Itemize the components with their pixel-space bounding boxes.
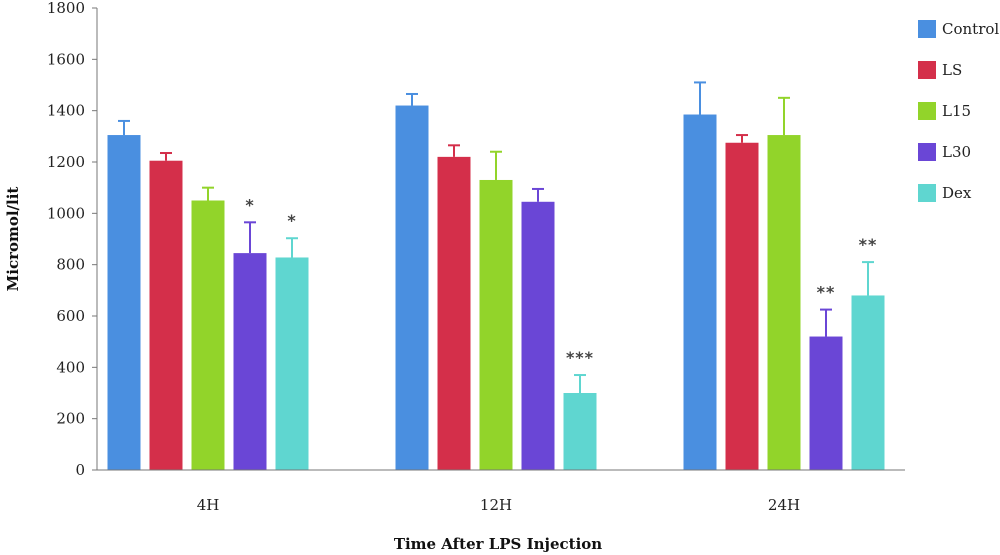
significance-marker: ** <box>859 235 878 254</box>
legend: Control LS L15 L30 Dex <box>918 20 999 202</box>
bars-layer <box>107 105 885 471</box>
bar <box>275 257 309 470</box>
x-axis-title: Time After LPS Injection <box>394 535 602 553</box>
y-tick-label: 0 <box>75 461 85 479</box>
significance-marker: * <box>245 195 254 214</box>
x-ticks: 4H 12H 24H <box>197 496 800 514</box>
y-tick-label: 1000 <box>47 204 85 222</box>
bar <box>563 393 597 470</box>
y-axis-title: Micromol/lit <box>4 187 22 292</box>
y-ticks: 0 200 400 600 800 1000 1200 1400 1600 1800 <box>47 0 97 479</box>
legend-label: L30 <box>942 143 971 161</box>
error-bars-layer <box>118 81 874 393</box>
bar <box>149 160 183 470</box>
x-tick-label: 24H <box>768 496 800 514</box>
bar <box>107 135 141 471</box>
y-tick-label: 600 <box>56 307 85 325</box>
bar <box>191 200 225 470</box>
y-tick-label: 800 <box>56 256 85 274</box>
bar <box>809 336 843 470</box>
x-tick-label: 4H <box>197 496 220 514</box>
legend-swatch <box>918 102 936 120</box>
significance-marker: ** <box>817 283 836 302</box>
axes-layer <box>96 8 905 471</box>
legend-swatch <box>918 184 936 202</box>
bar <box>683 114 717 471</box>
significance-layer: ********* <box>245 195 878 367</box>
bar <box>851 295 885 470</box>
legend-label: Dex <box>942 184 972 202</box>
significance-marker: * <box>287 211 296 230</box>
bar <box>521 201 555 471</box>
bar <box>767 135 801 471</box>
bar <box>233 253 267 470</box>
y-tick-label: 200 <box>56 410 85 428</box>
legend-label: LS <box>942 61 962 79</box>
significance-marker: *** <box>566 348 594 367</box>
bar <box>479 179 513 470</box>
legend-label: L15 <box>942 102 971 120</box>
y-tick-label: 1400 <box>47 102 85 120</box>
y-tick-label: 1200 <box>47 153 85 171</box>
legend-swatch <box>918 143 936 161</box>
bar <box>725 142 759 470</box>
bar <box>437 156 471 470</box>
y-tick-label: 1800 <box>47 0 85 17</box>
legend-label: Control <box>942 20 999 38</box>
y-tick-label: 1600 <box>47 50 85 68</box>
legend-swatch <box>918 61 936 79</box>
y-tick-label: 400 <box>56 358 85 376</box>
x-tick-label: 12H <box>480 496 512 514</box>
bar <box>395 105 429 471</box>
legend-swatch <box>918 20 936 38</box>
